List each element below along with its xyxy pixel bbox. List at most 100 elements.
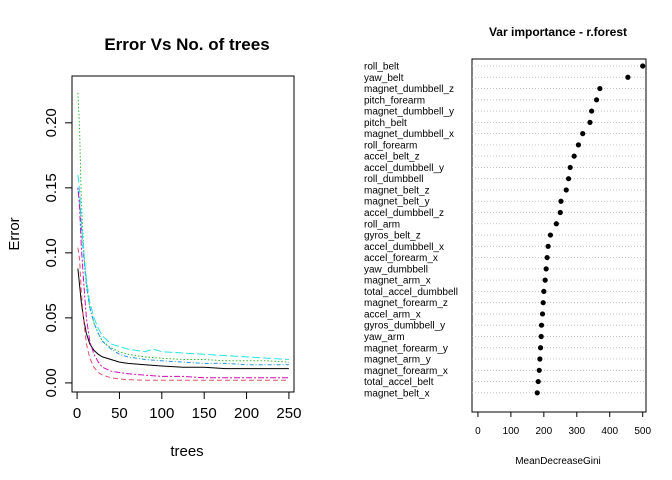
importance-point	[587, 119, 593, 125]
left-y-axis: 0.00 0.05 0.10 0.15 0.20	[43, 108, 72, 397]
variable-label: total_accel_belt	[364, 377, 434, 388]
variable-label: magnet_forearm_y	[364, 343, 448, 354]
x-tick-label: 0	[475, 426, 481, 437]
importance-point	[558, 198, 564, 204]
importance-point	[547, 232, 554, 238]
x-tick-label: 400	[601, 426, 618, 437]
variable-label: magnet_arm_y	[364, 355, 431, 366]
variable-label: accel_forearm_x	[364, 253, 438, 264]
error-series-line-1	[77, 268, 289, 370]
error-series-line-4	[77, 187, 289, 366]
left-y-axis-label: Error	[6, 217, 23, 250]
importance-point	[537, 345, 544, 351]
importance-point	[534, 390, 540, 396]
importance-point	[557, 209, 563, 216]
variable-label: magnet_dumbbell_x	[364, 129, 454, 140]
importance-point	[542, 277, 548, 283]
y-tick-label: 0.05	[43, 303, 60, 332]
importance-point	[544, 254, 550, 261]
importance-point	[543, 266, 549, 272]
left-chart-title: Error Vs No. of trees	[104, 35, 269, 54]
variable-label: yaw_dumbbell	[364, 264, 428, 275]
variable-label: magnet_forearm_x	[364, 366, 448, 377]
importance-point	[575, 142, 582, 148]
error-series-line-3	[77, 92, 289, 363]
x-tick-label: 100	[149, 405, 174, 422]
importance-point	[589, 108, 595, 114]
left-plot-frame	[71, 75, 295, 393]
x-tick-label: 150	[192, 405, 217, 422]
x-tick-label: 300	[568, 426, 585, 437]
right-plot-frame	[471, 58, 647, 413]
y-tick-label: 0.15	[43, 173, 60, 202]
error-vs-trees-chart: Error Vs No. of trees 0 50 100 150 200 250 0.…	[6, 35, 301, 460]
variable-label: roll_belt	[364, 62, 399, 73]
x-tick-label: 100	[503, 426, 520, 437]
x-tick-label: 200	[234, 405, 259, 422]
x-tick-label: 250	[276, 405, 301, 422]
importance-point	[640, 63, 646, 69]
variable-label: accel_dumbbell_x	[364, 242, 444, 253]
importance-point	[539, 311, 546, 317]
importance-point	[537, 356, 543, 362]
variable-label: accel_dumbbell_y	[364, 163, 444, 174]
left-x-axis: 0 50 100 150 200 250	[73, 392, 301, 422]
left-x-axis-label: trees	[170, 443, 203, 460]
importance-point	[538, 322, 545, 328]
importance-point	[541, 288, 547, 294]
importance-point	[545, 243, 551, 249]
variable-label: roll_arm	[364, 219, 400, 230]
variable-label: accel_belt_z	[364, 152, 420, 163]
variable-label: accel_arm_x	[364, 309, 421, 320]
x-tick-label: 500	[634, 426, 651, 437]
variable-label: yaw_belt	[364, 73, 404, 84]
importance-point	[565, 176, 572, 182]
variable-label: pitch_belt	[364, 118, 407, 129]
variable-label: roll_forearm	[364, 140, 417, 151]
importance-point	[571, 153, 577, 159]
error-series-line-2	[77, 247, 289, 381]
variable-label: gyros_dumbbell_y	[364, 321, 445, 332]
x-tick-label: 50	[111, 405, 128, 422]
variable-labels: roll_beltyaw_beltmagnet_dumbbell_zpitch_…	[364, 62, 458, 400]
variable-label: pitch_forearm	[364, 95, 425, 106]
error-series-line-6	[77, 187, 289, 379]
y-tick-label: 0.00	[43, 368, 60, 397]
variable-label: magnet_belt_z	[364, 185, 430, 196]
importance-point	[567, 164, 573, 171]
importance-point	[535, 378, 541, 385]
variable-label: magnet_arm_x	[364, 276, 431, 287]
right-x-axis-label: MeanDecreaseGini	[515, 456, 601, 467]
x-tick-label: 0	[73, 405, 81, 422]
importance-point	[580, 131, 586, 137]
variable-label: yaw_arm	[364, 332, 405, 343]
importance-point	[538, 333, 544, 340]
variable-label: roll_dumbbell	[364, 174, 423, 185]
importance-point	[625, 74, 631, 80]
importance-point	[540, 300, 546, 306]
right-x-axis: 0 100 200 300 400 500	[475, 412, 651, 437]
importance-point	[563, 187, 569, 193]
variable-label: magnet_belt_y	[364, 197, 430, 208]
variable-label: magnet_dumbbell_z	[364, 84, 454, 95]
importance-point	[593, 97, 600, 103]
variable-label: magnet_belt_x	[364, 388, 430, 399]
right-chart-title: Var importance - r.forest	[489, 25, 627, 39]
variable-label: magnet_dumbbell_y	[364, 107, 454, 118]
importance-points	[534, 63, 646, 396]
error-lines	[77, 92, 289, 381]
variable-label: gyros_belt_z	[364, 231, 421, 242]
var-importance-chart: Var importance - r.forest roll_beltyaw_b…	[364, 25, 651, 467]
x-tick-label: 200	[535, 426, 552, 437]
importance-point	[597, 85, 603, 92]
variable-label: magnet_forearm_z	[364, 298, 448, 309]
variable-label: accel_dumbbell_z	[364, 208, 444, 219]
variable-gridlines	[472, 65, 646, 394]
y-tick-label: 0.10	[43, 238, 60, 267]
importance-point	[536, 367, 542, 373]
error-series-line-5	[77, 174, 289, 360]
variable-label: total_accel_dumbbell	[364, 287, 458, 298]
y-tick-label: 0.20	[43, 108, 60, 137]
importance-point	[553, 221, 559, 227]
